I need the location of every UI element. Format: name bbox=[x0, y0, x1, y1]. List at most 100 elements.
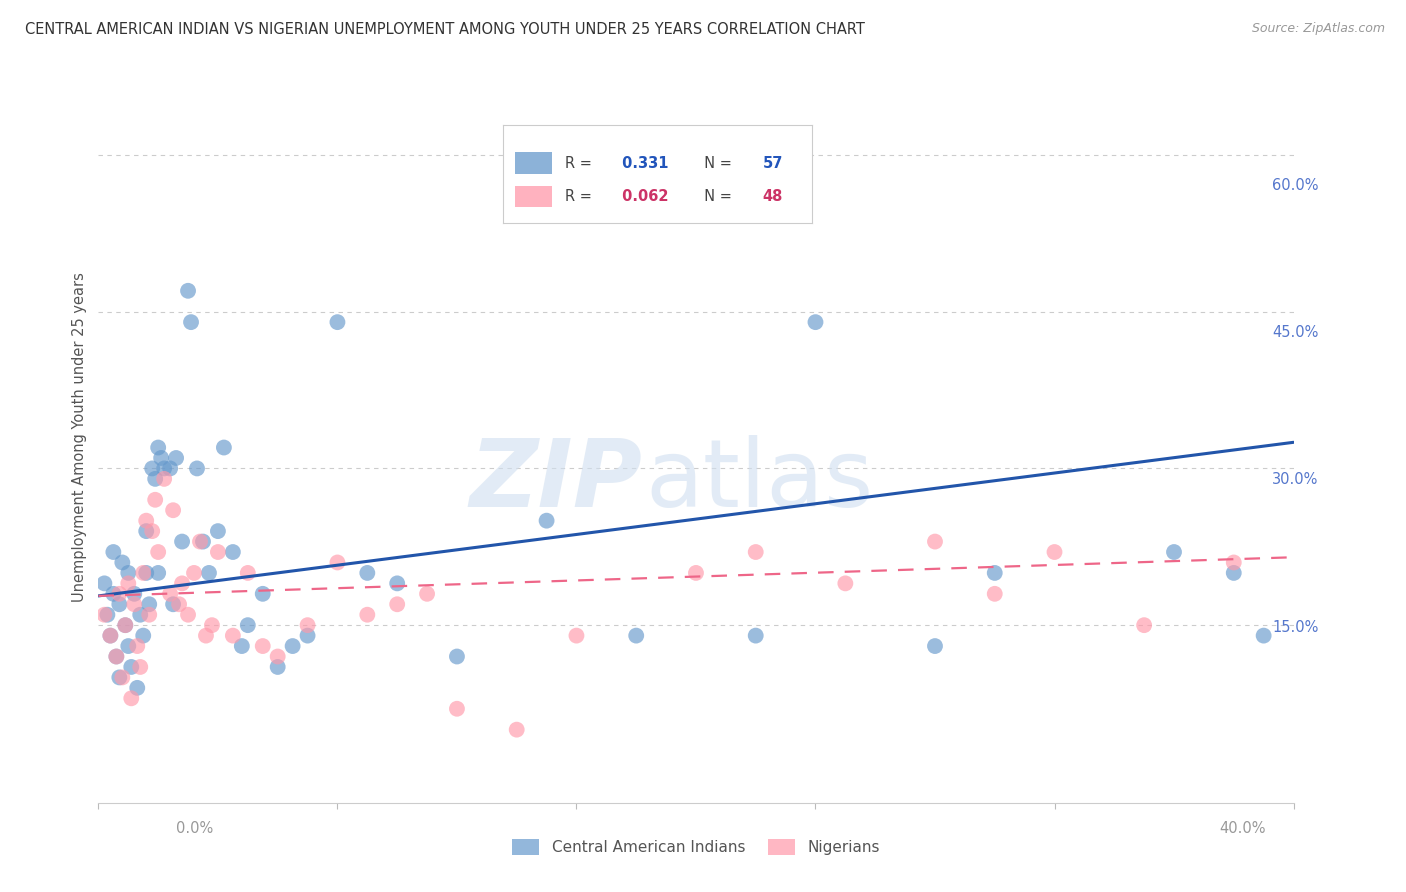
Point bbox=[281, 639, 304, 653]
Point bbox=[506, 723, 529, 737]
Point bbox=[93, 576, 115, 591]
Point bbox=[127, 639, 149, 653]
Point bbox=[162, 597, 184, 611]
Point bbox=[207, 545, 229, 559]
Point bbox=[191, 534, 214, 549]
Text: 40.0%: 40.0% bbox=[1219, 821, 1265, 836]
Text: ZIP: ZIP bbox=[470, 435, 643, 527]
Point bbox=[186, 461, 208, 475]
Point bbox=[222, 545, 245, 559]
Text: R =: R = bbox=[565, 155, 596, 170]
Point bbox=[267, 649, 290, 664]
Point bbox=[188, 534, 211, 549]
Point bbox=[297, 618, 319, 632]
Point bbox=[162, 503, 184, 517]
Point bbox=[143, 472, 166, 486]
Text: 48: 48 bbox=[763, 189, 783, 204]
Point bbox=[117, 639, 139, 653]
Point bbox=[297, 629, 319, 643]
Point bbox=[984, 587, 1007, 601]
Point bbox=[127, 681, 149, 695]
Point bbox=[1043, 545, 1066, 559]
Point bbox=[120, 691, 142, 706]
Point bbox=[416, 587, 439, 601]
Point bbox=[385, 576, 409, 591]
Point bbox=[135, 524, 157, 538]
Point bbox=[177, 607, 200, 622]
Point bbox=[745, 629, 768, 643]
Point bbox=[446, 702, 468, 716]
Point bbox=[326, 556, 349, 570]
Point bbox=[129, 607, 152, 622]
Point bbox=[326, 315, 349, 329]
Point bbox=[98, 629, 122, 643]
Point bbox=[446, 649, 468, 664]
Point bbox=[98, 629, 122, 643]
Point bbox=[117, 576, 139, 591]
Point bbox=[195, 629, 218, 643]
Point bbox=[165, 450, 187, 465]
Point bbox=[984, 566, 1007, 580]
Point bbox=[167, 597, 190, 611]
Point bbox=[135, 566, 157, 580]
Point bbox=[804, 315, 827, 329]
Text: atlas: atlas bbox=[645, 435, 875, 527]
Point bbox=[108, 587, 131, 601]
Point bbox=[96, 607, 118, 622]
Point bbox=[745, 545, 768, 559]
Bar bbox=[515, 153, 553, 174]
Point bbox=[105, 649, 128, 664]
Point bbox=[231, 639, 253, 653]
Point bbox=[105, 649, 128, 664]
Point bbox=[150, 450, 173, 465]
Point bbox=[172, 576, 194, 591]
Text: 30.0%: 30.0% bbox=[1272, 473, 1319, 487]
Point bbox=[111, 556, 134, 570]
Text: 60.0%: 60.0% bbox=[1272, 178, 1319, 193]
Point bbox=[103, 545, 125, 559]
Point bbox=[103, 587, 125, 601]
Point bbox=[108, 597, 131, 611]
Point bbox=[356, 607, 378, 622]
Point bbox=[236, 618, 259, 632]
Point bbox=[177, 284, 200, 298]
Point bbox=[124, 597, 146, 611]
Point bbox=[252, 587, 274, 601]
Point bbox=[385, 597, 409, 611]
Point bbox=[1223, 556, 1246, 570]
Point bbox=[114, 618, 136, 632]
Point bbox=[111, 670, 134, 684]
Point bbox=[153, 461, 176, 475]
Point bbox=[685, 566, 707, 580]
Point bbox=[159, 587, 181, 601]
Point bbox=[198, 566, 221, 580]
Point bbox=[180, 315, 202, 329]
Point bbox=[141, 461, 163, 475]
Text: 0.062: 0.062 bbox=[617, 189, 669, 204]
Point bbox=[267, 660, 290, 674]
Point bbox=[565, 629, 588, 643]
Point bbox=[148, 545, 170, 559]
Text: Source: ZipAtlas.com: Source: ZipAtlas.com bbox=[1251, 22, 1385, 36]
Point bbox=[1133, 618, 1156, 632]
Point bbox=[252, 639, 274, 653]
Point bbox=[834, 576, 856, 591]
Point bbox=[148, 566, 170, 580]
Point bbox=[626, 629, 648, 643]
Point bbox=[183, 566, 205, 580]
Point bbox=[1223, 566, 1246, 580]
Point bbox=[172, 534, 194, 549]
Point bbox=[201, 618, 224, 632]
Point bbox=[132, 566, 155, 580]
Text: N =: N = bbox=[695, 155, 737, 170]
Text: 45.0%: 45.0% bbox=[1272, 326, 1319, 340]
Point bbox=[117, 566, 139, 580]
Point bbox=[138, 597, 160, 611]
Point bbox=[148, 441, 170, 455]
Point bbox=[153, 472, 176, 486]
Text: R =: R = bbox=[565, 189, 596, 204]
Point bbox=[108, 670, 131, 684]
Text: 15.0%: 15.0% bbox=[1272, 620, 1319, 634]
Point bbox=[924, 534, 946, 549]
Point bbox=[356, 566, 378, 580]
